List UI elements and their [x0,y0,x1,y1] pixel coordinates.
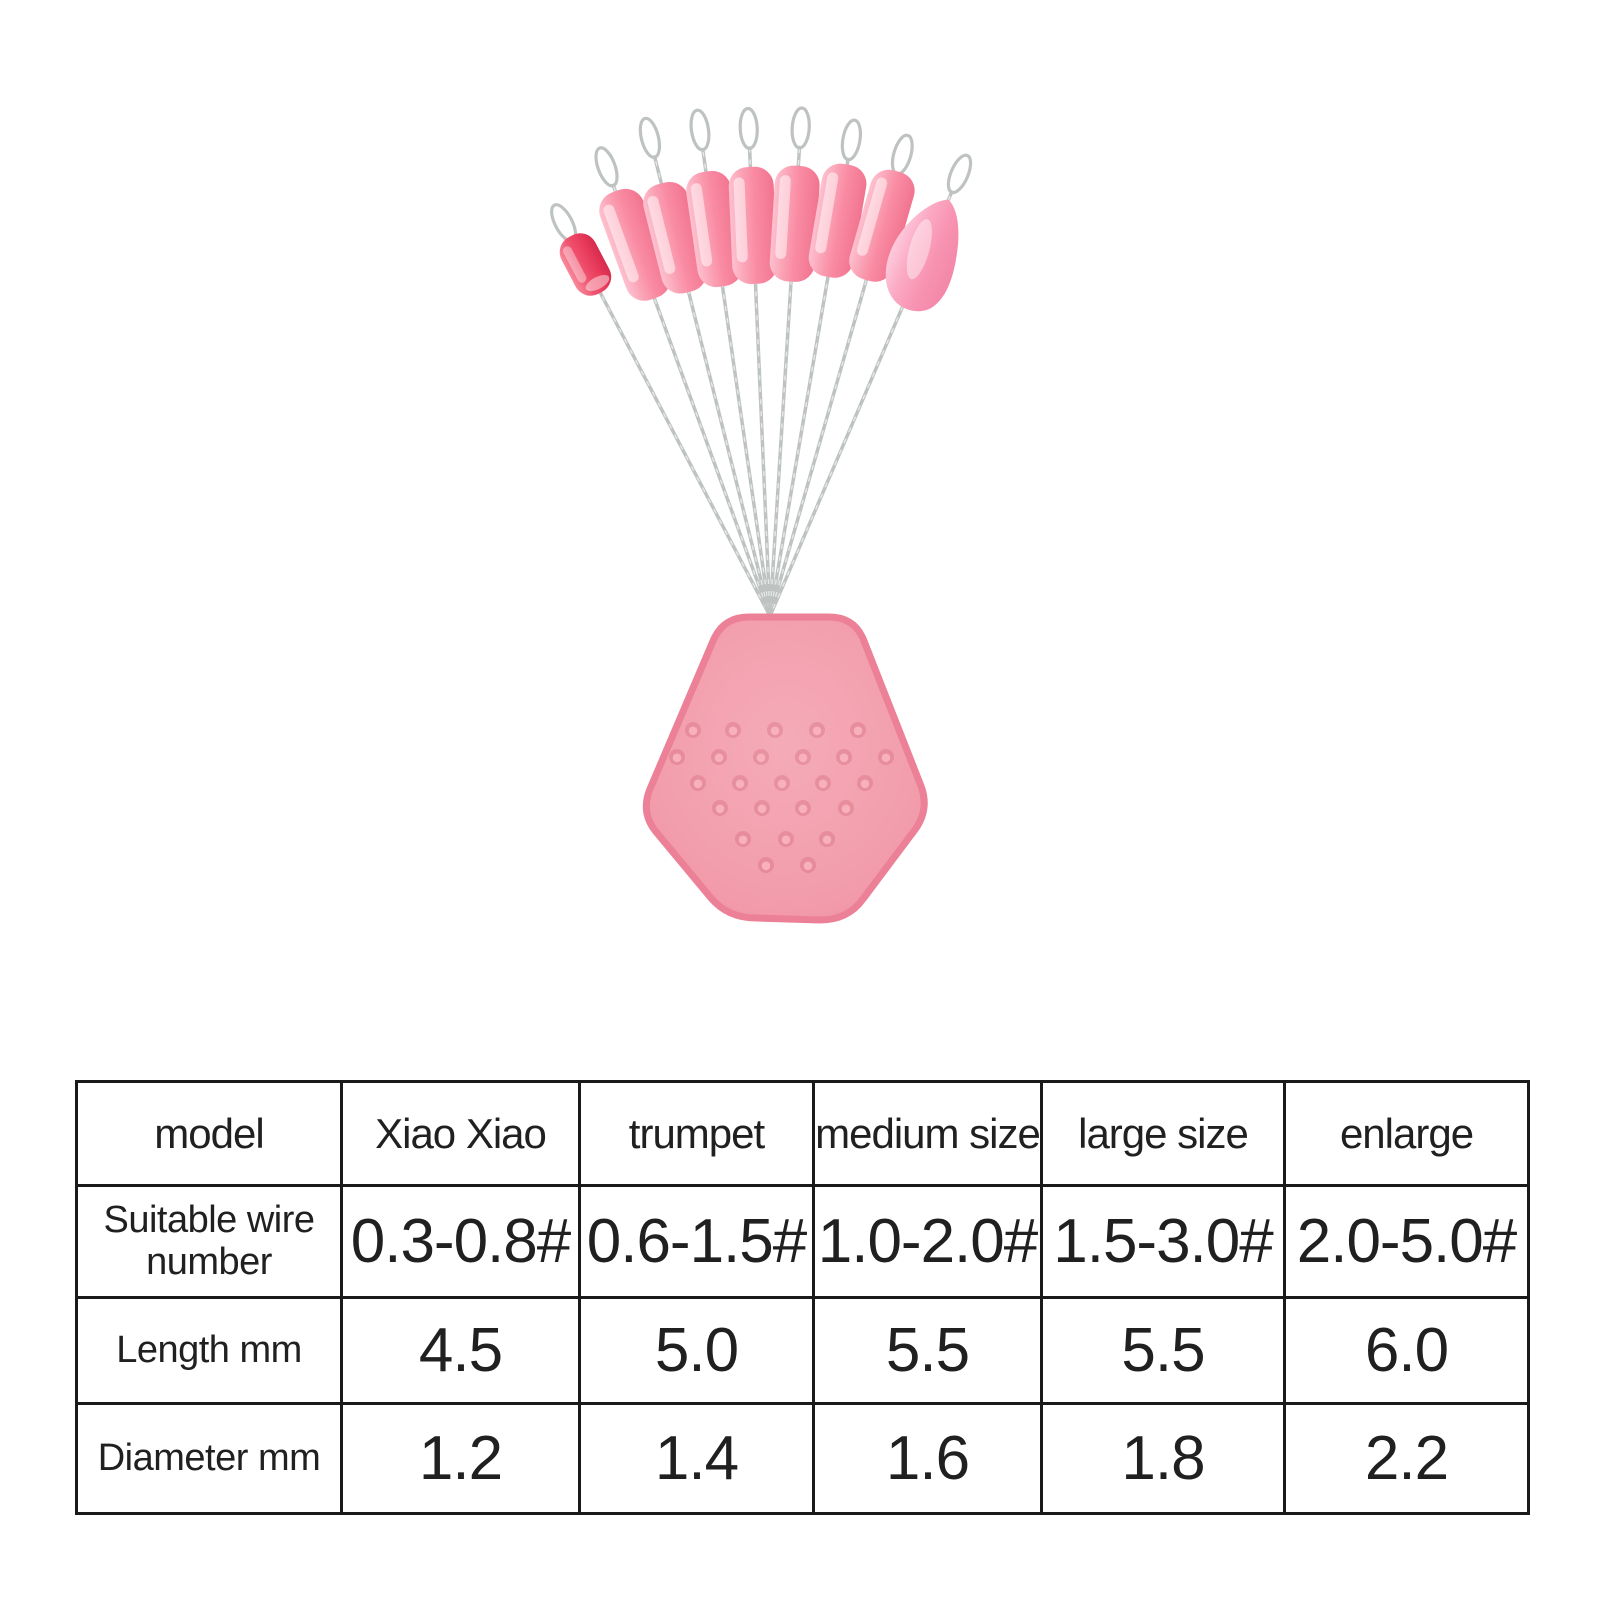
spec-row-diameter: Diameter mm 1.2 1.4 1.6 1.8 2.2 [75,1402,1530,1515]
bead-highlight [690,183,713,267]
spec-value: 1.8 [1040,1402,1286,1515]
bead-highlight [815,172,839,254]
spec-value: trumpet [578,1080,815,1187]
base-dimple-center [693,779,703,789]
spec-value: 1.4 [578,1402,815,1515]
base-dimple-center [770,726,780,736]
bead-highlight [563,246,587,283]
wire-loop [689,108,711,152]
bead-highlight [603,204,639,283]
wire-loop [840,118,863,162]
base-dimple-center [761,861,771,871]
base-body [642,613,928,924]
wire-twist-texture [702,150,773,632]
base-dimple-center [777,779,787,789]
spec-row-header: Suitable wire number [75,1184,343,1299]
base-dimple-center [798,753,808,763]
base-dimple-center [738,835,748,845]
spec-value: 5.0 [578,1296,815,1405]
bead-highlight [585,275,610,292]
base-dimple-center [812,726,822,736]
stopper-wire-2 [594,146,779,636]
spec-value: large size [1040,1080,1286,1187]
wire-twist-texture [654,158,775,632]
base-dimple-center [728,726,738,736]
bead-highlight [733,177,748,263]
spec-row-header: Length mm [75,1296,343,1405]
base-dimple-center [781,835,791,845]
spec-row-length: Length mm 4.5 5.0 5.5 5.5 6.0 [75,1296,1530,1405]
wire-loop [946,153,973,195]
wire-loop [594,146,619,188]
spec-value: 5.5 [1040,1296,1286,1405]
base-dimple-center [839,753,849,763]
stopper-wire-6 [766,106,820,637]
spec-value: medium size [812,1080,1043,1187]
stopper-wire-8 [762,133,915,636]
bead-highlight [647,196,676,274]
spec-value: 2.2 [1283,1402,1530,1515]
base-dimple-center [715,804,725,814]
base-dimple-center [841,804,851,814]
spec-table: model Xiao Xiao trumpet medium size larg… [75,1080,1530,1515]
base-dimple-center [860,779,870,789]
wire-loop [638,116,662,159]
product-illustration [550,106,973,924]
stopper-wire-4 [686,108,775,637]
spec-value: 2.0-5.0# [1283,1184,1530,1299]
base-dimple-center [853,726,863,736]
spec-value: 1.5-3.0# [1040,1184,1286,1299]
spec-value: 0.3-0.8# [340,1184,581,1299]
spec-value: 1.6 [812,1402,1043,1515]
base-dimple-center [818,779,828,789]
spec-value: Xiao Xiao [340,1080,581,1187]
stopper-bead-teardrop [885,199,959,312]
wire-twist-texture [768,148,801,633]
base-dimple-center [688,726,698,736]
base-dimple-center [714,753,724,763]
stopper-wire-9 [760,153,973,636]
stopper-holder-base [642,613,928,924]
wire-loop [790,106,811,150]
bead-highlight [775,175,791,259]
wire-twist-texture [748,149,772,633]
base-dimple-center [757,804,767,814]
spec-row-wire-number: Suitable wire number 0.3-0.8# 0.6-1.5# 1… [75,1184,1530,1299]
wire-twist-texture [572,241,779,631]
spec-row-header: Diameter mm [75,1402,343,1515]
spec-row-model: model Xiao Xiao trumpet medium size larg… [75,1080,1530,1187]
base-dimple-center [756,753,766,763]
spec-value: 5.5 [812,1296,1043,1405]
bead-highlight [906,219,932,280]
base-dimple-center [881,753,891,763]
wire-loop [890,133,914,176]
wire-loop [738,106,759,151]
spec-value: 0.6-1.5# [578,1184,815,1299]
spec-value: 1.0-2.0# [812,1184,1043,1299]
bead-highlight [856,177,888,256]
stopper-bead-red-capsule [559,233,612,296]
spec-value: 4.5 [340,1296,581,1405]
base-dimple-center [798,804,808,814]
spec-value: enlarge [1283,1080,1530,1187]
spec-value: 6.0 [1283,1296,1530,1405]
stopper-wire-5 [728,106,778,637]
base-dimple-center [803,861,813,871]
spec-value: 1.2 [340,1402,581,1515]
base-dimple-center [822,835,832,845]
spec-row-header: model [75,1080,343,1187]
stopper-wire-1 [550,203,781,635]
base-dimple-center [672,753,682,763]
base-dimple-center [735,779,745,789]
